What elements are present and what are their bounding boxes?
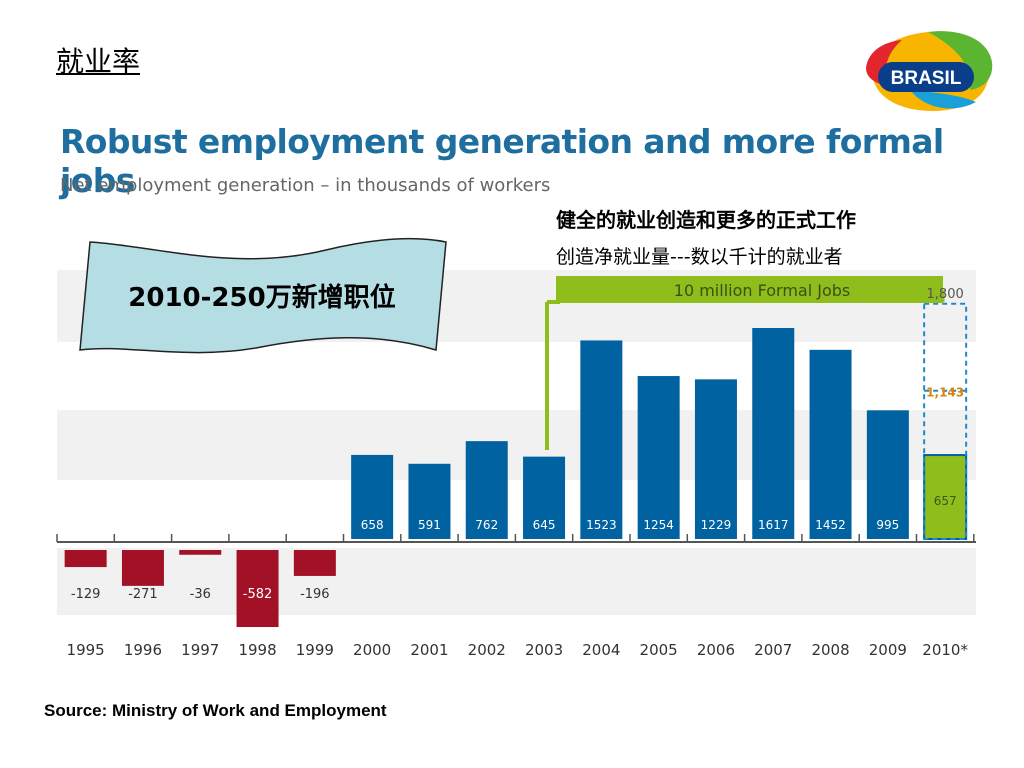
bar-1998 [236,550,279,628]
data-label-2001: 591 [418,518,441,532]
data-label-1998: -582 [243,587,273,602]
x-tick-2007: 2007 [754,641,792,659]
bar-1996 [121,550,164,586]
bars [64,302,968,628]
x-tick-2008: 2008 [811,641,849,659]
data-label-2002: 762 [475,518,498,532]
cn-subtitle: 创造净就业量---数以千计的就业者 [556,246,843,268]
bar-1995 [64,550,107,568]
x-tick-2009: 2009 [869,641,907,659]
x-tick-2005: 2005 [640,641,678,659]
bar-1997 [179,550,222,555]
bracket-bar [556,276,943,303]
logo-text: BRASIL [891,68,962,89]
x-tick-2001: 2001 [410,641,448,659]
x-tick-2004: 2004 [582,641,620,659]
x-tick-1996: 1996 [124,641,162,659]
data-label-2005: 1254 [643,518,674,532]
data-label-2006: 1229 [701,518,732,532]
bar-1999 [293,550,336,576]
source-note: Source: Ministry of Work and Employment [44,701,387,720]
data-label-1996: -271 [128,587,158,602]
chart-title: Robust employment generation and more fo… [60,122,944,200]
chart-subtitle: Net employment generation – in thousands… [60,175,551,196]
grid-band [57,548,976,615]
bar-2003 [523,456,566,539]
data-label-2003: 645 [533,518,556,532]
data-label-2008: 1452 [815,518,846,532]
x-tick-2006: 2006 [697,641,735,659]
x-axis [56,534,976,543]
x-tick-2003: 2003 [525,641,563,659]
x-tick-1997: 1997 [181,641,219,659]
bar-2000 [351,454,394,539]
bar-2004 [580,340,623,539]
bar-2005 [637,376,680,539]
x-tick-2002: 2002 [468,641,506,659]
bar-2009 [866,410,909,539]
x-tick-labels: 1995 1996 1997 1998 1999 2000 2001 2002 2003 2004… [67,641,969,659]
data-label-1997: -36 [190,587,211,602]
x-tick-2000: 2000 [353,641,391,659]
formal-jobs-bracket: 10 million Formal Jobs [545,276,945,450]
grid-bands [57,270,976,615]
brasil-logo: BRASIL [866,31,993,111]
data-label-1995: -129 [71,587,101,602]
bar-2006 [694,379,737,539]
data-label-2010*: 657 [934,494,957,508]
bar-2001 [408,463,451,539]
x-tick-2010*: 2010* [922,641,968,659]
target-label-1143: 1,143 [926,386,964,400]
x-tick-1999: 1999 [296,641,334,659]
cn-title: 健全的就业创造和更多的正式工作 [556,208,856,232]
bar-2002 [465,441,508,539]
data-label-2004: 1523 [586,518,617,532]
data-label-2009: 995 [876,518,899,532]
bar-2007 [752,328,795,539]
data-labels: -129 -271 -36 -582 -196 658 591 762 645 1523 1254 1… [71,287,964,602]
banner-text: 2010-250万新增职位 [128,282,395,313]
bracket-label: 10 million Formal Jobs [674,281,850,300]
data-label-1999: -196 [300,587,330,602]
banner-callout: 2010-250万新增职位 [79,237,447,354]
data-label-2000: 658 [361,518,384,532]
slide-title: 就业率 [56,45,141,78]
x-tick-1998: 1998 [238,641,276,659]
data-label-2007: 1617 [758,518,789,532]
target-label-1800: 1,800 [927,287,964,302]
bar-2008 [809,349,852,539]
target-box-1800 [923,302,968,540]
x-tick-1995: 1995 [67,641,105,659]
